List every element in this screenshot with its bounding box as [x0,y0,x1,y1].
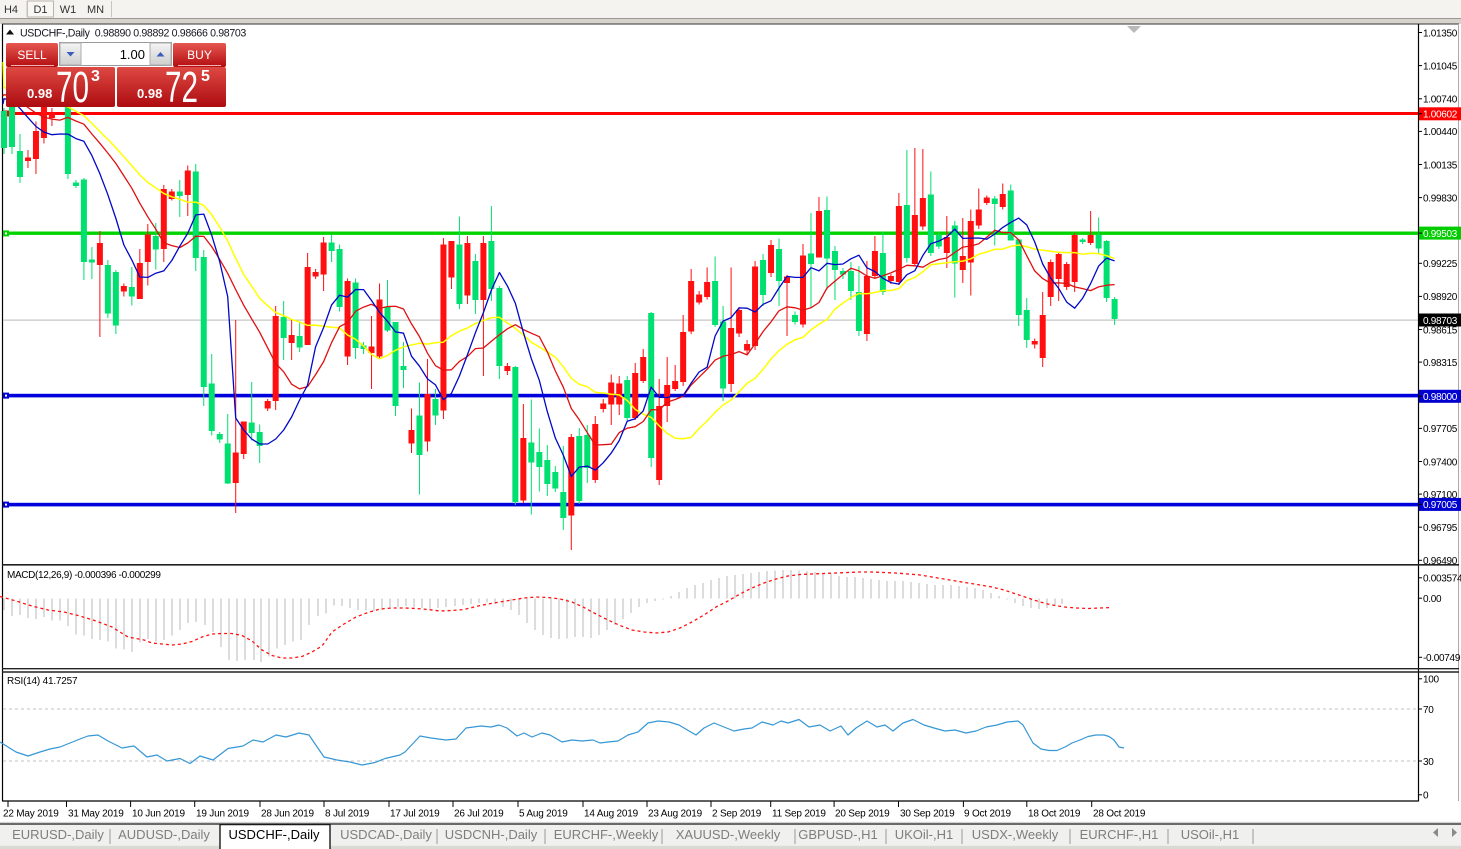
svg-text:0.98000: 0.98000 [1423,392,1458,403]
svg-text:SELL: SELL [17,48,47,62]
svg-text:23 Aug 2019: 23 Aug 2019 [648,809,703,820]
svg-text:0.96795: 0.96795 [1423,523,1458,534]
svg-text:100: 100 [1423,675,1440,686]
svg-text:1.00740: 1.00740 [1423,95,1458,106]
svg-text:1.00135: 1.00135 [1423,160,1458,171]
svg-text:D1: D1 [33,4,47,16]
svg-text:0.97705: 0.97705 [1423,424,1458,435]
svg-text:1.00440: 1.00440 [1423,127,1458,138]
svg-text:USDCAD-,Daily: USDCAD-,Daily [340,827,432,842]
svg-text:0.98703: 0.98703 [1423,316,1458,327]
svg-text:70: 70 [1423,705,1434,716]
svg-text:10 Jun 2019: 10 Jun 2019 [132,809,185,820]
svg-text:USDCHF-,Daily 0.98890 0.98892: USDCHF-,Daily 0.98890 0.98892 0.98666 0.… [20,28,246,40]
svg-text:5: 5 [201,68,210,85]
svg-text:UKOil-,H1: UKOil-,H1 [895,827,954,842]
svg-text:2 Sep 2019: 2 Sep 2019 [712,809,762,820]
svg-text:19 Jun 2019: 19 Jun 2019 [196,809,249,820]
svg-text:0.98: 0.98 [27,86,52,101]
svg-text:EURCHF-,H1: EURCHF-,H1 [1080,827,1159,842]
svg-text:30: 30 [1423,757,1434,768]
svg-text:USDX-,Weekly: USDX-,Weekly [972,827,1059,842]
svg-text:0.98615: 0.98615 [1423,325,1458,336]
svg-text:1.00: 1.00 [120,47,145,62]
svg-text:0.98: 0.98 [137,86,162,101]
svg-text:0.98920: 0.98920 [1423,292,1458,303]
svg-text:3: 3 [91,68,100,85]
svg-text:RSI(14) 41.7257: RSI(14) 41.7257 [7,676,78,687]
svg-text:0.97400: 0.97400 [1423,457,1458,468]
svg-text:0: 0 [1423,791,1429,802]
svg-text:9 Oct 2019: 9 Oct 2019 [964,809,1012,820]
svg-text:EURCHF-,Weekly: EURCHF-,Weekly [554,827,659,842]
svg-text:1.00602: 1.00602 [1423,110,1458,121]
svg-text:H4: H4 [4,4,18,16]
svg-text:0.98315: 0.98315 [1423,358,1458,369]
svg-text:EURUSD-,Daily: EURUSD-,Daily [12,827,104,842]
svg-text:0.003574: 0.003574 [1423,574,1461,585]
svg-text:70: 70 [56,63,89,112]
svg-text:11 Sep 2019: 11 Sep 2019 [772,809,826,820]
svg-text:0.99225: 0.99225 [1423,259,1458,270]
svg-text:W1: W1 [60,4,77,16]
svg-text:28 Oct 2019: 28 Oct 2019 [1093,809,1146,820]
svg-text:MN: MN [87,4,104,16]
svg-text:8 Jul 2019: 8 Jul 2019 [325,809,370,820]
svg-text:GBPUSD-,H1: GBPUSD-,H1 [798,827,877,842]
svg-text:20 Sep 2019: 20 Sep 2019 [835,809,890,820]
svg-text:14 Aug 2019: 14 Aug 2019 [584,809,639,820]
svg-text:BUY: BUY [187,48,212,62]
svg-text:USDCNH-,Daily: USDCNH-,Daily [445,827,538,842]
svg-text:22 May 2019: 22 May 2019 [3,809,59,820]
svg-text:18 Oct 2019: 18 Oct 2019 [1028,809,1081,820]
svg-text:USDCHF-,Daily: USDCHF-,Daily [229,827,321,842]
svg-text:0.99503: 0.99503 [1423,229,1458,240]
svg-text:-0.00749: -0.00749 [1423,653,1461,664]
svg-text:1.01045: 1.01045 [1423,61,1458,72]
svg-text:MACD(12,26,9) -0.000396 -0.000: MACD(12,26,9) -0.000396 -0.000299 [7,570,161,581]
svg-text:17 Jul 2019: 17 Jul 2019 [390,809,440,820]
svg-text:26 Jul 2019: 26 Jul 2019 [454,809,504,820]
svg-text:0.00: 0.00 [1423,594,1442,605]
svg-text:AUDUSD-,Daily: AUDUSD-,Daily [118,827,210,842]
svg-text:USOil-,H1: USOil-,H1 [1181,827,1240,842]
svg-text:28 Jun 2019: 28 Jun 2019 [261,809,314,820]
svg-text:5 Aug 2019: 5 Aug 2019 [519,809,568,820]
svg-text:0.99830: 0.99830 [1423,193,1458,204]
svg-text:0.96490: 0.96490 [1423,556,1458,567]
svg-text:30 Sep 2019: 30 Sep 2019 [900,809,955,820]
svg-text:0.97100: 0.97100 [1423,490,1458,501]
svg-text:XAUUSD-,Weekly: XAUUSD-,Weekly [676,827,781,842]
svg-text:72: 72 [165,63,198,112]
svg-text:0.97005: 0.97005 [1423,500,1458,511]
svg-text:31 May 2019: 31 May 2019 [68,809,124,820]
svg-text:1.01350: 1.01350 [1423,28,1458,39]
